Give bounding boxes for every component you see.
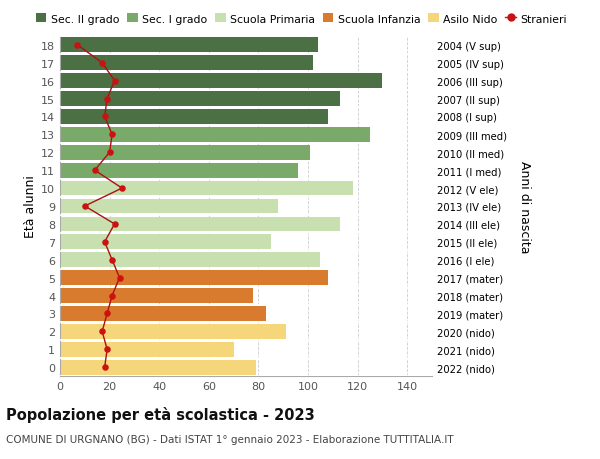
Point [100, 113, 109, 121]
Bar [60, 181, 353, 196]
Point [90, 167, 100, 174]
Point [110, 78, 119, 85]
Y-axis label: Età alunni: Età alunni [24, 175, 37, 238]
Bar [60, 271, 328, 285]
Point [103, 95, 112, 103]
Point [110, 221, 119, 228]
Text: COMUNE DI URGNANO (BG) - Dati ISTAT 1° gennaio 2023 - Elaborazione TUTTITALIA.IT: COMUNE DI URGNANO (BG) - Dati ISTAT 1° g… [6, 434, 454, 444]
Bar [60, 56, 313, 71]
Point [73, 42, 82, 49]
Point [117, 185, 127, 192]
Point [115, 274, 124, 282]
Point [107, 292, 117, 300]
Bar [60, 163, 298, 178]
Bar [60, 360, 256, 375]
Point [107, 131, 117, 139]
Point [97, 60, 107, 67]
Legend: Sec. II grado, Sec. I grado, Scuola Primaria, Scuola Infanzia, Asilo Nido, Stran: Sec. II grado, Sec. I grado, Scuola Prim… [35, 14, 567, 24]
Bar [60, 199, 278, 214]
Point [103, 310, 112, 318]
Point [103, 346, 112, 353]
Point [100, 239, 109, 246]
Bar [60, 217, 340, 232]
Bar [60, 235, 271, 250]
Bar [60, 253, 320, 268]
Bar [60, 325, 286, 339]
Bar [60, 110, 328, 124]
Y-axis label: Anni di nascita: Anni di nascita [518, 160, 531, 253]
Point [105, 149, 115, 157]
Bar [60, 74, 382, 89]
Point [97, 328, 107, 336]
Text: Popolazione per età scolastica - 2023: Popolazione per età scolastica - 2023 [6, 406, 315, 422]
Bar [60, 342, 233, 357]
Bar [60, 128, 370, 142]
Point [100, 364, 109, 371]
Point [80, 203, 89, 210]
Bar [60, 146, 310, 160]
Bar [60, 39, 318, 53]
Point [107, 257, 117, 264]
Bar [60, 92, 340, 106]
Bar [60, 289, 253, 303]
Bar [60, 307, 266, 321]
